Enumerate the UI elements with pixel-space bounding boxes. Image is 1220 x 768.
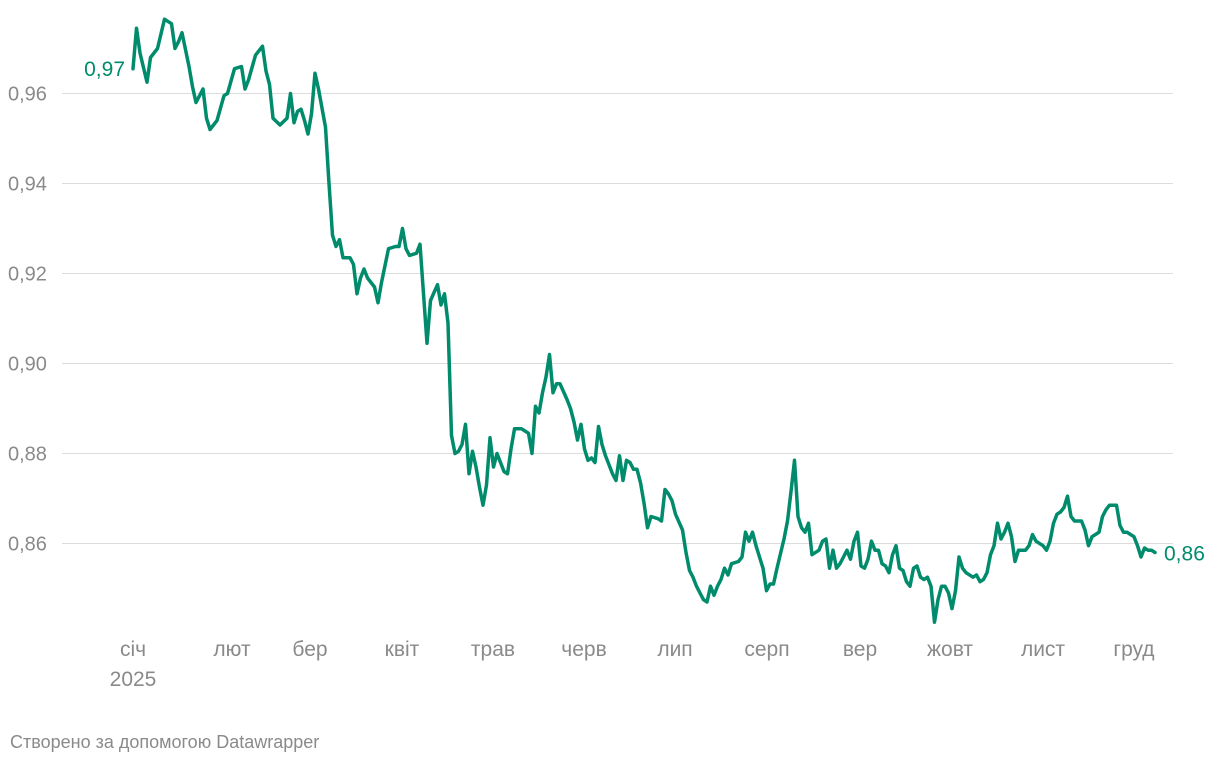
x-tick-label: черв [561, 638, 606, 661]
footer-credit[interactable]: Створено за допомогою Datawrapper [10, 732, 320, 752]
y-tick-label: 0,96 [8, 84, 47, 106]
x-tick-label: січ [120, 638, 146, 661]
x-tick-label: квіт [385, 638, 420, 661]
y-tick-label: 0,94 [8, 174, 47, 196]
y-tick-label: 0,86 [8, 534, 47, 556]
x-tick-label: груд [1113, 638, 1154, 661]
series-line-eur [131, 17, 1157, 624]
y-tick-label: 0,88 [8, 444, 47, 466]
end-value-label: 0,86 [1164, 543, 1205, 566]
start-value-label: 0,97 [84, 58, 125, 81]
x-tick-label: бер [292, 638, 327, 661]
x-tick-label: лют [213, 638, 251, 661]
y-tick-label: 0,92 [8, 264, 47, 286]
y-tick-label: 0,90 [8, 354, 47, 376]
x-tick-label: лист [1021, 638, 1065, 661]
x-tick-label: трав [471, 638, 515, 661]
x-tick-sublabel: 2025 [110, 668, 157, 691]
x-tick-label: серп [744, 638, 789, 661]
x-tick-label: жовт [927, 638, 973, 661]
x-tick-label: лип [657, 638, 692, 661]
x-tick-label: вер [843, 638, 877, 661]
line-chart: 0,86 0,88 0,90 0,92 0,94 0,96 січ 2025 лют бер кві… [8, 17, 1205, 691]
